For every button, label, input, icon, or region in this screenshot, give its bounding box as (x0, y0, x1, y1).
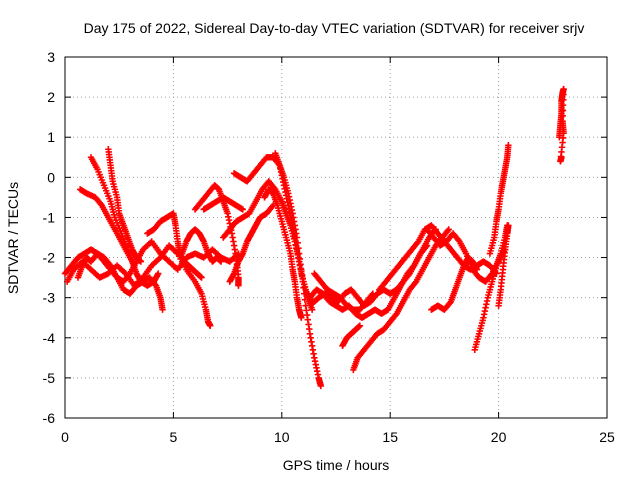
series-s18 (339, 322, 364, 349)
series-s19 (350, 226, 452, 374)
data-point-marker (505, 142, 512, 149)
x-tick-label: 10 (274, 429, 290, 445)
x-tick-label: 5 (170, 429, 178, 445)
series-s21 (423, 226, 509, 285)
data-point-marker (155, 270, 162, 277)
series-s25 (495, 222, 512, 309)
y-tick-label: -5 (43, 370, 56, 386)
y-axis-label: SDTVAR / TECUs (5, 182, 21, 294)
series-s17 (311, 270, 377, 313)
data-point-marker (369, 290, 377, 297)
data-point-marker (217, 258, 225, 265)
data-point-marker (239, 206, 246, 213)
grid-lines (65, 57, 607, 418)
data-point-marker (559, 101, 567, 109)
data-point-marker (558, 154, 565, 161)
data-point-marker (423, 242, 431, 249)
data-point-marker (131, 262, 138, 269)
y-tick-label: 0 (47, 169, 55, 185)
series-s5 (105, 146, 145, 265)
data-point-marker (317, 382, 325, 390)
y-tick-label: 3 (47, 49, 55, 65)
data-point-marker (559, 112, 566, 120)
data-point-marker (560, 96, 567, 103)
data-point-marker (356, 322, 364, 329)
data-point-marker (159, 306, 166, 313)
y-tick-label: -1 (43, 209, 56, 225)
data-point-marker (207, 322, 214, 329)
series-s11 (200, 194, 246, 213)
data-point-marker (559, 107, 567, 114)
series-s24 (486, 142, 512, 257)
y-tick-label: 2 (47, 89, 55, 105)
plot-frame (64, 56, 608, 419)
data-point-marker (198, 274, 205, 281)
data-point-marker (473, 266, 481, 273)
x-axis-label: GPS time / hours (283, 457, 390, 473)
data-point-marker (308, 306, 316, 313)
data-point-marker (505, 222, 512, 229)
series-s8 (178, 226, 225, 265)
y-axis-ticks: -6 -5 -4 -3 -2 -1 0 1 2 3 (43, 49, 607, 426)
x-tick-label: 20 (491, 429, 507, 445)
y-tick-label: -2 (43, 250, 56, 266)
data-point-marker (560, 85, 567, 93)
y-tick-label: -3 (43, 290, 56, 306)
x-axis-ticks: 0 5 10 15 20 25 (61, 57, 615, 445)
series-s2 (63, 242, 214, 329)
series-s6 (76, 186, 138, 269)
data-point-marker (445, 226, 452, 233)
series-s14 (261, 186, 305, 321)
series-s3 (74, 250, 166, 313)
data-point-marker (560, 91, 567, 98)
series-s22 (428, 254, 481, 313)
data-points (61, 85, 567, 390)
x-tick-label: 25 (599, 429, 615, 445)
data-point-marker (235, 282, 242, 289)
y-tick-label: -4 (43, 330, 56, 346)
data-point-marker (137, 258, 145, 265)
chart-title: Day 175 of 2022, Sidereal Day-to-day VTE… (84, 20, 585, 36)
x-tick-label: 15 (382, 429, 398, 445)
series-s10 (226, 202, 277, 285)
y-tick-label: 1 (47, 129, 55, 145)
data-point-marker (298, 314, 305, 321)
y-tick-label: -6 (43, 410, 56, 426)
series-s26 (556, 85, 567, 165)
x-tick-label: 0 (61, 429, 69, 445)
